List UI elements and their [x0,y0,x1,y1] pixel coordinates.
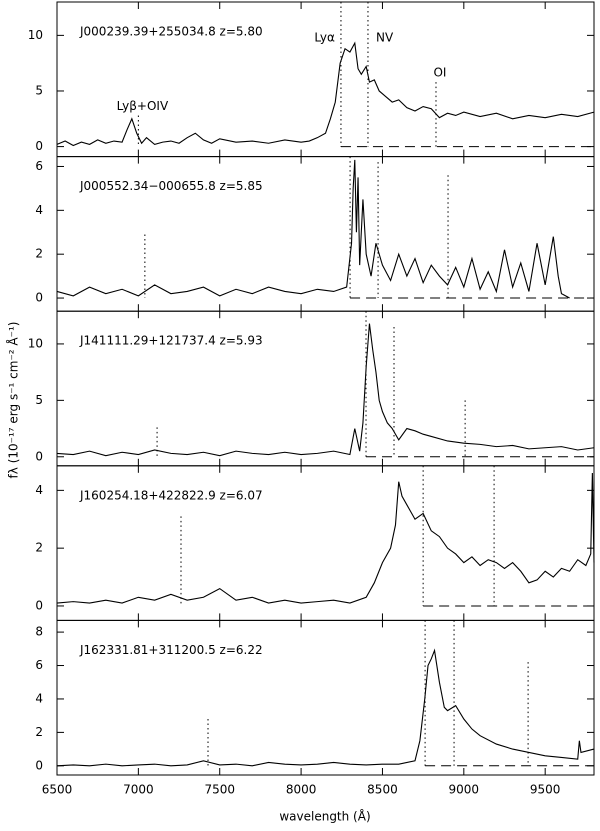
spectrum-line [56,323,595,457]
y-tick-label: 8 [35,625,43,639]
y-tick-label: 2 [35,725,43,739]
y-tick-label: 0 [35,449,43,463]
spectrum-line [56,473,595,604]
y-tick-label: 6 [35,658,43,672]
line-label: Lyα [314,31,335,45]
y-tick-label: 4 [35,203,43,217]
x-tick-label: 8500 [367,783,398,797]
spectrum-line [56,41,595,147]
x-tick-label: 6500 [42,783,73,797]
spectrum-line [56,159,570,299]
panel-title: J000239.39+255034.8 z=5.80 [79,25,263,39]
y-tick-label: 5 [35,393,43,407]
y-axis-label: fλ (10⁻¹⁷ erg s⁻¹ cm⁻² Å⁻¹) [6,322,21,479]
y-tick-label: 4 [35,691,43,705]
x-tick-label: 8000 [286,783,317,797]
line-label: NV [376,31,394,45]
panel-title: J160254.18+422822.9 z=6.07 [79,488,263,502]
panel-frame [56,619,595,776]
y-tick-label: 0 [35,598,43,612]
y-tick-label: 0 [35,758,43,772]
y-tick-label: 0 [35,139,43,153]
x-tick-label: 7000 [123,783,154,797]
y-tick-label: 6 [35,159,43,173]
x-tick-label: 9500 [530,783,561,797]
x-tick-label: 9000 [449,783,480,797]
y-tick-label: 2 [35,541,43,555]
y-tick-label: 10 [28,336,43,350]
panel-title: J141111.29+121737.4 z=5.93 [79,334,263,348]
y-tick-label: 10 [28,28,43,42]
y-tick-label: 2 [35,247,43,261]
panel-title: J162331.81+311200.5 z=6.22 [79,643,263,657]
x-tick-label: 7500 [204,783,235,797]
line-label: Lyβ+OIV [117,99,169,113]
line-label: OI [433,66,446,80]
spectrum-line [56,648,595,767]
y-tick-label: 5 [35,83,43,97]
y-tick-label: 4 [35,483,43,497]
y-tick-label: 0 [35,291,43,305]
x-axis-label: wavelength (Å) [279,809,370,824]
panel-title: J000552.34−000655.8 z=5.85 [79,179,263,193]
